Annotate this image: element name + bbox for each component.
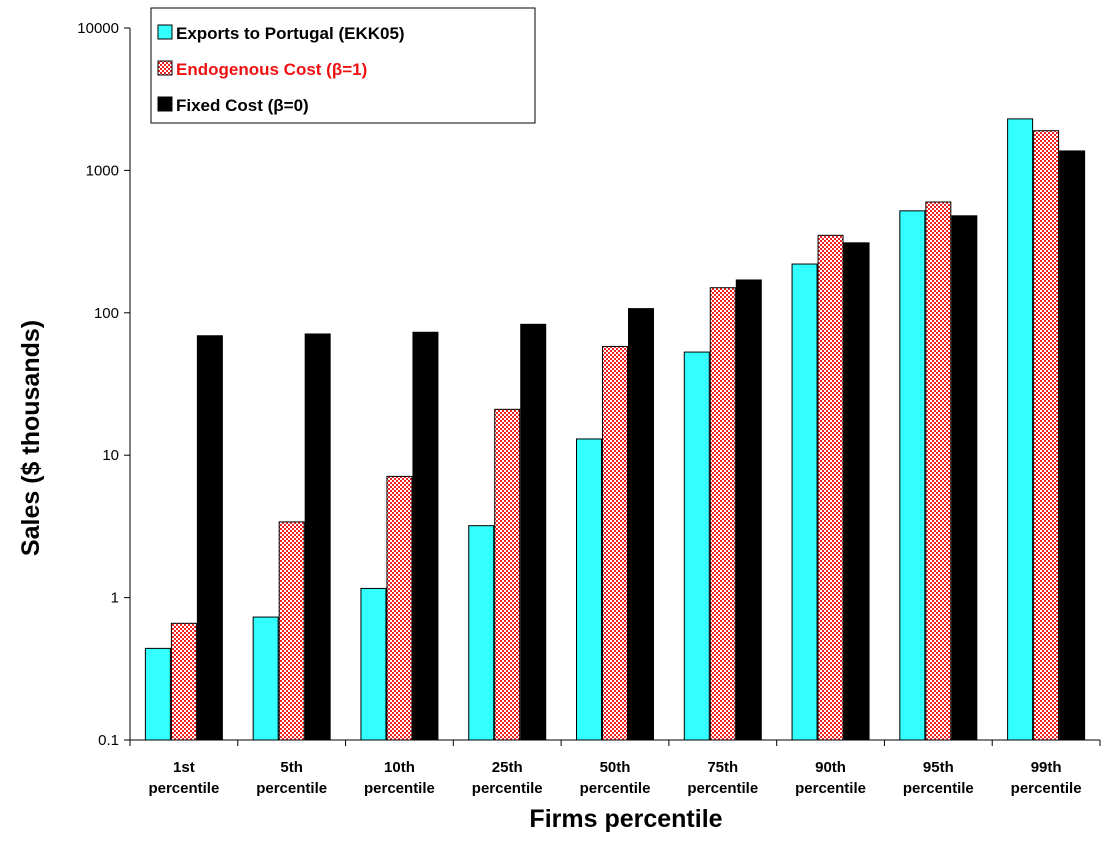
bar-exports — [1007, 118, 1034, 741]
x-tick-label: 25th — [492, 759, 523, 776]
x-tick-label: 90th — [815, 759, 846, 776]
bar-endogenous-cost — [602, 345, 628, 741]
x-tick-label: percentile — [148, 780, 219, 797]
bar-endogenous-cost — [817, 234, 844, 741]
x-tick-label: percentile — [364, 780, 435, 797]
legend-swatch-exports — [157, 24, 173, 40]
bar-fixed-cost — [196, 335, 223, 741]
x-tick-label: 95th — [923, 759, 954, 776]
bar-fixed-cost — [628, 308, 654, 741]
x-axis-title: Firms percentile — [529, 805, 722, 833]
y-tick-label: 1000 — [86, 162, 119, 179]
x-tick-label: percentile — [687, 780, 758, 797]
y-axis: 0.1 1 10 100 1000 10000 — [77, 20, 131, 749]
x-tick-label: 50th — [600, 759, 631, 776]
bar-exports — [899, 210, 926, 741]
y-tick-label: 10 — [102, 447, 119, 464]
bar-fixed-cost — [304, 333, 331, 741]
bar-exports — [683, 351, 710, 741]
legend-label: Exports to Portugal (EKK05) — [176, 24, 405, 43]
y-tick-label: 100 — [94, 305, 119, 322]
bar-endogenous-cost — [925, 201, 952, 741]
bar-endogenous-cost — [494, 408, 521, 741]
x-tick-label: 1st — [173, 759, 195, 776]
legend-box — [150, 7, 536, 124]
bar-exports — [576, 438, 602, 741]
y-tick-label: 10000 — [77, 20, 119, 37]
x-tick-label: 75th — [707, 759, 738, 776]
x-tick-label: percentile — [903, 780, 974, 797]
x-tick-label: percentile — [795, 780, 866, 797]
bar-fixed-cost — [843, 242, 870, 741]
bar-fixed-cost — [412, 331, 439, 741]
bar-endogenous-cost — [170, 622, 197, 741]
bar-exports — [144, 647, 171, 741]
x-tick-label: percentile — [1011, 780, 1082, 797]
x-tick-label: 99th — [1031, 759, 1062, 776]
legend-swatch-endogenous-cost — [157, 60, 173, 76]
bar-fixed-cost — [951, 215, 978, 741]
legend-label: Fixed Cost (β=0) — [176, 96, 309, 115]
bar-fixed-cost — [520, 323, 547, 741]
y-tick-label: 0.1 — [98, 732, 119, 749]
bar-exports — [360, 587, 387, 741]
y-axis-title: Sales ($ thousands) — [17, 320, 45, 556]
x-tick-label: percentile — [256, 780, 327, 797]
bar-endogenous-cost — [709, 287, 736, 741]
x-axis: 1st percentile 5th percentile 10th percentile… — [129, 739, 1101, 797]
bar-exports — [791, 263, 818, 741]
legend-swatch-fixed-cost — [157, 96, 173, 112]
x-tick-label: 5th — [280, 759, 303, 776]
bar-fixed-cost — [1059, 150, 1086, 741]
bar-endogenous-cost — [1033, 130, 1060, 741]
y-tick-label: 1 — [111, 590, 119, 607]
bar-endogenous-cost — [386, 475, 413, 741]
legend-label: Endogenous Cost (β=1) — [176, 60, 367, 79]
bar-exports — [252, 616, 279, 741]
x-tick-label: 10th — [384, 759, 415, 776]
legend: Exports to Portugal (EKK05) Endogenous Co… — [150, 7, 536, 124]
bar-exports — [468, 525, 495, 741]
bar-endogenous-cost — [278, 521, 305, 741]
bar-fixed-cost — [735, 279, 762, 741]
x-tick-label: percentile — [580, 780, 651, 797]
bars — [144, 118, 1086, 741]
x-tick-label: percentile — [472, 780, 543, 797]
